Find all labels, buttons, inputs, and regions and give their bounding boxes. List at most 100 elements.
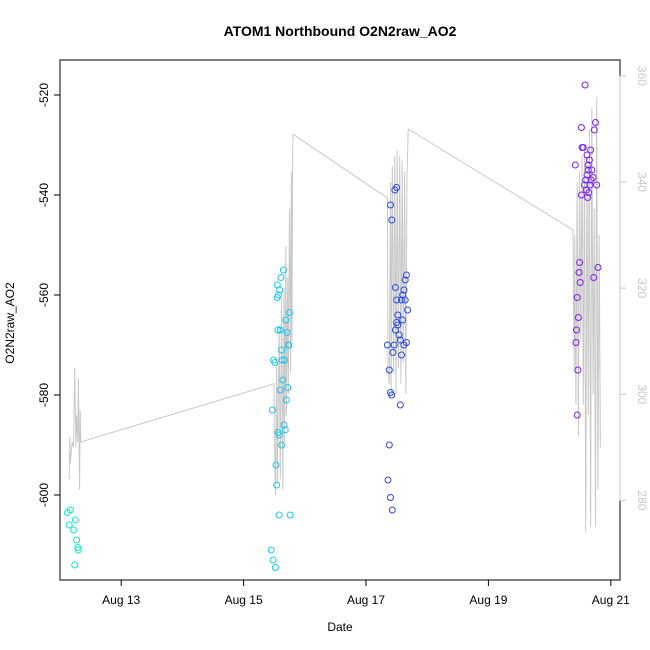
data-point-1-14	[278, 356, 286, 364]
data-point-1-27	[278, 346, 286, 354]
data-point-1-24	[279, 266, 287, 274]
data-point-1-15	[281, 356, 289, 364]
data-point-2-0	[383, 341, 391, 349]
data-point-3-15	[583, 171, 591, 179]
data-point-3-7	[576, 279, 584, 286]
data-point-3-19	[588, 166, 596, 174]
data-point-1-16	[282, 316, 290, 324]
data-point-3-2	[574, 314, 582, 321]
data-point-1-23	[277, 274, 285, 281]
data-point-3-5	[576, 259, 584, 266]
data-point-2-9	[395, 331, 403, 339]
data-point-3-9	[573, 411, 581, 419]
data-point-2-18	[391, 284, 399, 291]
data-point-2-4	[389, 349, 397, 356]
y2-tick-label: 320	[635, 278, 649, 298]
data-point-2-24	[401, 296, 409, 304]
data-point-2-22	[399, 316, 407, 324]
data-point-2-1	[385, 366, 393, 374]
data-point-3-34	[583, 151, 591, 159]
data-point-2-14	[401, 276, 409, 284]
y-tick-label: -600	[37, 483, 51, 507]
y-tick-label: -560	[37, 283, 51, 307]
y-axis-label: O2N2raw_AO2	[3, 282, 17, 364]
data-point-2-10	[396, 336, 404, 344]
data-point-3-25	[584, 194, 592, 201]
data-point-1-31	[269, 556, 277, 564]
data-point-1-34	[286, 511, 294, 519]
data-point-1-21	[275, 291, 282, 299]
data-point-2-26	[388, 216, 396, 224]
data-point-0-7	[74, 546, 82, 554]
x-tick-label: Aug 19	[469, 593, 507, 607]
data-point-3-6	[575, 269, 583, 276]
data-point-2-17	[393, 296, 401, 304]
data-point-1-12	[284, 384, 292, 391]
points-layer	[63, 81, 602, 571]
data-point-0-3	[70, 526, 77, 534]
data-point-2-30	[384, 476, 392, 484]
data-point-2-25	[387, 201, 394, 209]
x-tick-label: Aug 13	[102, 593, 140, 607]
data-point-2-13	[400, 286, 408, 294]
data-point-3-28	[587, 176, 595, 184]
data-point-1-10	[281, 426, 289, 434]
y-tick-label: -520	[37, 83, 51, 107]
x-axis-label: Date	[327, 620, 353, 634]
data-point-2-8	[394, 321, 402, 329]
data-point-1-6	[275, 431, 283, 439]
data-point-1-25	[276, 326, 284, 334]
axes-layer: Aug 13 Aug 15 Aug 17 Aug 19 Aug 21 -600 -580 -5…	[37, 66, 649, 607]
data-point-2-19	[394, 311, 402, 319]
y-tick-label: -580	[37, 383, 51, 407]
data-point-2-33	[402, 339, 410, 346]
data-point-0-5	[73, 536, 80, 544]
data-point-1-28	[273, 281, 281, 289]
data-point-1-8	[278, 441, 286, 449]
x-tick-label: Aug 21	[592, 593, 630, 607]
y2-tick-label: 360	[635, 66, 649, 86]
data-point-1-7	[276, 386, 284, 394]
data-point-0-8	[71, 561, 79, 569]
data-point-3-29	[590, 274, 598, 281]
secondary-line-layer	[68, 97, 601, 533]
data-point-3-23	[593, 181, 601, 189]
data-point-3-16	[584, 161, 592, 169]
chart-title: ATOM1 Northbound O2N2raw_AO2	[224, 23, 457, 39]
data-point-1-17	[283, 329, 291, 336]
data-point-1-29	[285, 341, 293, 349]
data-point-3-18	[587, 146, 595, 154]
y2-tick-label: 340	[635, 172, 649, 192]
data-point-3-32	[577, 191, 585, 199]
data-point-1-9	[280, 421, 288, 429]
data-point-2-21	[398, 351, 405, 359]
data-point-3-4	[572, 339, 580, 346]
data-point-1-3	[272, 461, 280, 469]
data-point-1-13	[279, 376, 287, 384]
data-point-3-10	[577, 124, 585, 131]
data-point-1-11	[282, 396, 290, 404]
data-point-2-32	[388, 506, 396, 514]
data-point-2-11	[398, 296, 405, 304]
data-point-2-16	[404, 306, 412, 314]
y2-tick-label: 300	[635, 384, 649, 404]
data-point-3-27	[586, 181, 594, 189]
data-point-2-15	[402, 271, 410, 279]
data-point-1-30	[267, 546, 275, 554]
data-point-3-0	[571, 161, 579, 169]
data-point-2-28	[393, 184, 401, 191]
secondary-series-line	[68, 97, 601, 533]
x-tick-label: Aug 17	[347, 593, 385, 607]
data-point-3-30	[594, 264, 602, 271]
data-point-1-32	[271, 564, 279, 571]
data-point-1-33	[275, 511, 283, 519]
data-point-1-19	[286, 309, 293, 316]
data-point-2-29	[385, 441, 393, 449]
data-point-3-33	[584, 166, 592, 174]
data-point-1-0	[268, 406, 276, 414]
y2-tick-label: 280	[635, 490, 649, 510]
data-point-0-2	[66, 506, 74, 514]
data-point-2-20	[396, 401, 404, 409]
data-point-3-3	[573, 326, 580, 334]
